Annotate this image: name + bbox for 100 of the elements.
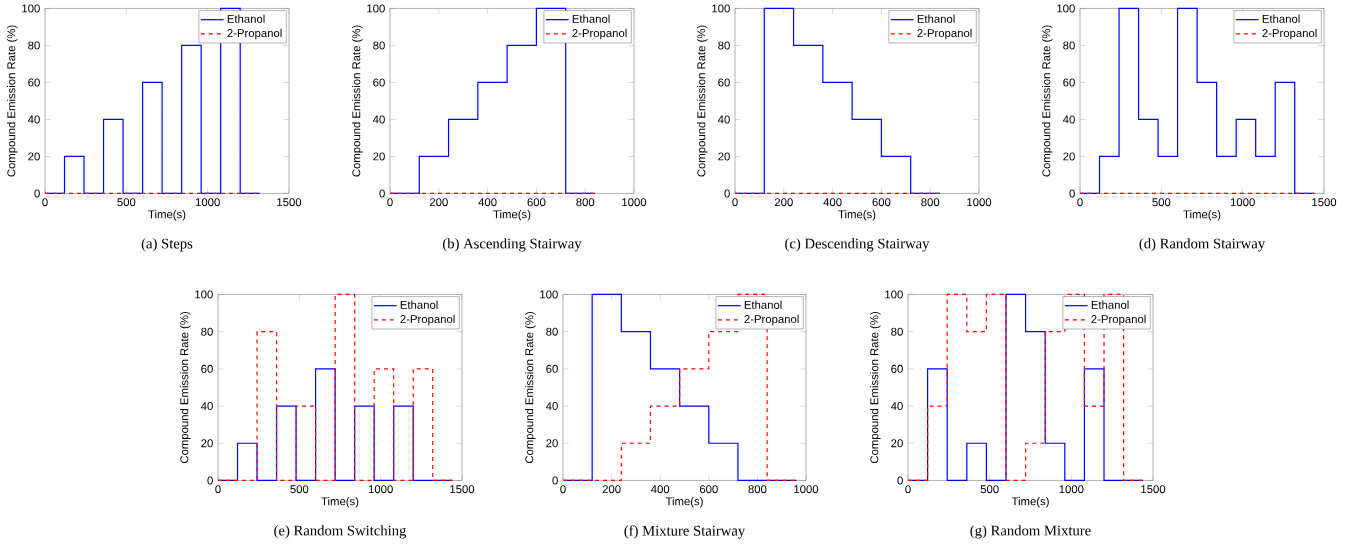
x-tick-label: 200 — [774, 197, 793, 206]
text: (g) Random Mixture — [970, 524, 1091, 539]
legend-label: 2-Propanol — [917, 28, 972, 40]
y-tick-label: 40 — [372, 115, 385, 124]
x-tick-label: 1000 — [368, 484, 393, 493]
y-tick-label: 60 — [1063, 78, 1075, 87]
y-tick-label: 80 — [201, 327, 213, 336]
x-tick-label: 1000 — [1059, 484, 1084, 493]
x-tick-label: 1500 — [450, 484, 475, 493]
y-tick-label: 80 — [718, 41, 730, 50]
legend-label: Ethanol — [1091, 300, 1129, 309]
text: (b) Ascending Stairway — [443, 237, 582, 252]
y-tick-label: 0 — [34, 189, 40, 198]
y-axis-title: Compound Emission Rate (%) — [1042, 25, 1053, 177]
y-tick-label: 40 — [545, 401, 558, 410]
y-tick-label: 20 — [1063, 152, 1075, 161]
x-tick-label: 600 — [527, 197, 546, 206]
y-tick-label: 0 — [379, 189, 385, 198]
y-axis-title: Compound Emission Rate (%) — [6, 25, 18, 177]
y-tick-label: 20 — [891, 439, 903, 448]
y-tick-label: 80 — [546, 327, 558, 336]
y-tick-label: 0 — [552, 476, 558, 485]
y-tick-label: 80 — [1063, 41, 1075, 50]
x-tick-label: 400 — [651, 484, 670, 493]
x-tick-label: 200 — [602, 484, 621, 493]
x-tick-label: 200 — [429, 197, 448, 206]
x-tick-label: 1000 — [794, 484, 819, 493]
legend-label: 2-Propanol — [572, 28, 627, 40]
legend-label: Ethanol — [227, 14, 265, 23]
legend-label: Ethanol — [744, 300, 782, 309]
text: (d) Random Stairway — [1139, 237, 1266, 252]
y-tick-label: 20 — [373, 152, 385, 161]
legend-label: 2-Propanol — [227, 28, 282, 40]
y-tick-label: 0 — [724, 189, 730, 198]
y-tick-label: 60 — [201, 364, 213, 373]
legend-label: Ethanol — [917, 14, 955, 23]
x-tick-label: 0 — [1077, 197, 1083, 206]
y-axis-title: Compound Emission Rate (%) — [524, 311, 536, 463]
x-tick-label: 1000 — [195, 197, 220, 206]
x-tick-label: 400 — [823, 197, 842, 206]
legend-label: Ethanol — [1262, 14, 1300, 23]
y-tick-label: 60 — [28, 78, 40, 87]
x-axis-title: Time(s) — [1011, 496, 1049, 508]
y-tick-label: 40 — [1062, 115, 1075, 124]
x-tick-label: 1000 — [967, 197, 992, 206]
y-tick-label: 60 — [891, 364, 903, 373]
x-tick-label: 500 — [980, 484, 999, 493]
x-tick-label: 1000 — [622, 197, 647, 206]
legend-label: 2-Propanol — [400, 314, 455, 326]
legend-label: 2-Propanol — [1262, 28, 1317, 40]
y-tick-label: 20 — [718, 152, 730, 161]
x-tick-label: 500 — [1152, 197, 1171, 206]
y-tick-label: 100 — [1057, 4, 1075, 13]
y-axis-title: Compound Emission Rate (%) — [870, 311, 881, 463]
y-tick-label: 40 — [200, 401, 213, 410]
y-tick-label: 100 — [195, 290, 213, 299]
x-axis-title: Time(s) — [321, 496, 359, 508]
x-tick-label: 500 — [117, 197, 136, 206]
x-tick-label: 1500 — [1312, 197, 1337, 206]
text: (f) Mixture Stairway — [624, 524, 746, 539]
x-tick-label: 800 — [748, 484, 767, 493]
y-tick-label: 60 — [373, 78, 385, 87]
x-tick-label: 0 — [387, 197, 393, 206]
y-tick-label: 100 — [885, 290, 903, 299]
x-axis-title: Time(s) — [665, 496, 703, 508]
y-axis-title: Compound Emission Rate (%) — [697, 25, 708, 177]
y-tick-label: 20 — [201, 439, 213, 448]
legend-label: 2-Propanol — [1091, 314, 1146, 326]
y-tick-label: 100 — [22, 4, 40, 13]
x-tick-label: 600 — [699, 484, 718, 493]
x-tick-label: 1000 — [1230, 197, 1255, 206]
y-tick-label: 60 — [546, 364, 558, 373]
legend-label: 2-Propanol — [744, 314, 799, 326]
x-tick-label: 0 — [732, 197, 738, 206]
y-axis-title: Compound Emission Rate (%) — [351, 25, 363, 177]
x-tick-label: 400 — [478, 197, 497, 206]
y-tick-label: 20 — [28, 152, 40, 161]
y-tick-label: 0 — [207, 476, 213, 485]
x-axis-title: Time(s) — [148, 209, 186, 221]
legend-label: Ethanol — [400, 300, 438, 309]
y-tick-label: 100 — [712, 4, 730, 13]
x-tick-label: 0 — [905, 484, 911, 493]
y-tick-label: 80 — [891, 327, 903, 336]
y-tick-label: 20 — [546, 439, 558, 448]
y-tick-label: 100 — [540, 290, 558, 299]
y-tick-label: 100 — [367, 4, 385, 13]
y-tick-label: 80 — [28, 41, 40, 50]
text: (c) Descending Stairway — [785, 237, 930, 252]
text: (a) Steps — [141, 237, 193, 252]
y-tick-label: 40 — [27, 115, 40, 124]
x-tick-label: 1500 — [1141, 484, 1166, 493]
legend-label: Ethanol — [572, 14, 610, 23]
x-tick-label: 800 — [921, 197, 940, 206]
y-tick-label: 40 — [890, 401, 903, 410]
x-axis-title: Time(s) — [493, 209, 531, 221]
x-tick-label: 600 — [872, 197, 891, 206]
x-tick-label: 1500 — [277, 197, 302, 206]
y-tick-label: 0 — [897, 476, 903, 485]
text: (e) Random Switching — [274, 524, 407, 539]
x-axis-title: Time(s) — [838, 209, 876, 221]
